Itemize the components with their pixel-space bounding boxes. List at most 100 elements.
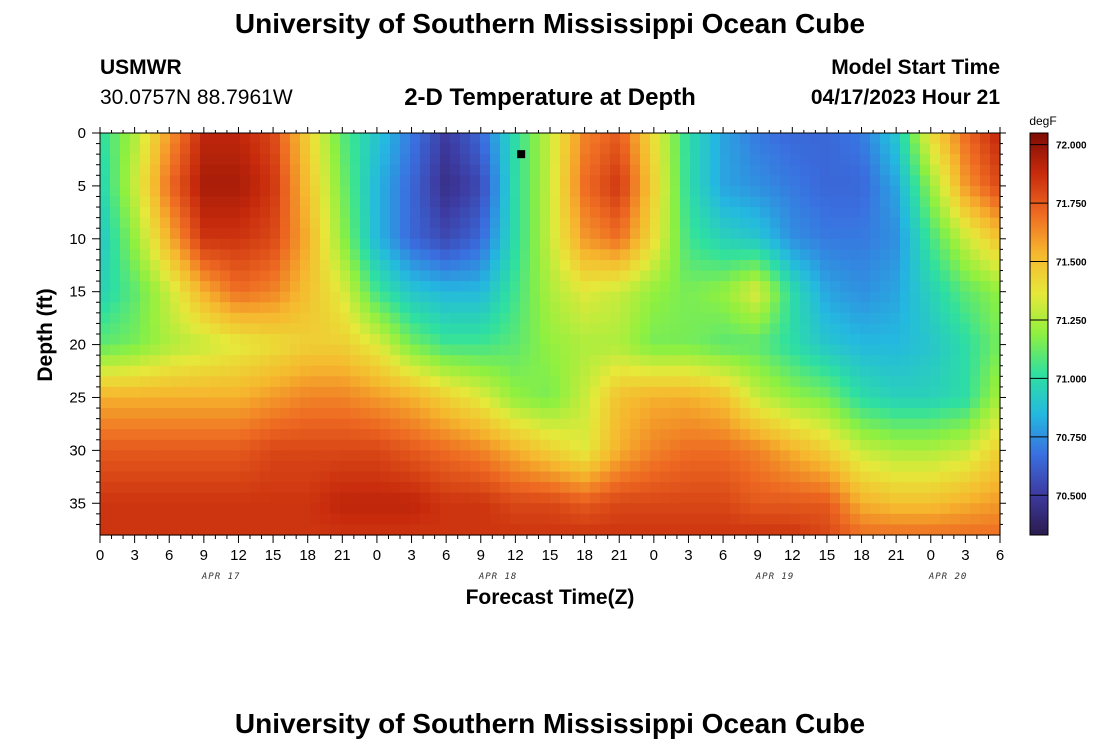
heatmap-cell [720, 513, 731, 526]
heatmap-cell [240, 376, 251, 388]
heatmap-cell [370, 355, 381, 367]
heatmap-cell [690, 429, 701, 441]
heatmap-cell [230, 503, 241, 515]
heatmap-cell [780, 376, 791, 388]
heatmap-cell [540, 154, 551, 166]
heatmap-cell [640, 323, 651, 335]
heatmap-cell [480, 323, 491, 335]
heatmap-cell [270, 460, 281, 473]
heatmap-cell [100, 355, 111, 367]
heatmap-cell [900, 228, 911, 240]
heatmap-cell [360, 281, 371, 293]
heatmap-cell [380, 450, 391, 462]
heatmap-cell [800, 376, 811, 388]
heatmap-cell [340, 302, 351, 314]
heatmap-cell [360, 217, 371, 229]
heatmap-cell [420, 323, 431, 335]
heatmap-cell [220, 133, 231, 145]
heatmap-cell [820, 386, 831, 399]
heatmap-cell [830, 291, 841, 303]
heatmap-cell [890, 238, 901, 250]
heatmap-cell [560, 429, 571, 441]
heatmap-cell [660, 376, 671, 388]
heatmap-cell [990, 270, 1001, 282]
x-tick-label: 21 [334, 547, 351, 564]
heatmap-cell [350, 281, 361, 293]
heatmap-cell [240, 408, 251, 420]
heatmap-cell [180, 460, 191, 473]
heatmap-cell [450, 281, 461, 293]
heatmap-cell [520, 513, 531, 526]
heatmap-cell [340, 249, 351, 261]
heatmap-cell [520, 164, 531, 176]
heatmap-cell [300, 460, 311, 473]
heatmap-cell [920, 312, 931, 325]
heatmap-cell [470, 133, 481, 145]
heatmap-cell [670, 270, 681, 282]
heatmap-cell [820, 143, 831, 155]
heatmap-cell [550, 259, 561, 272]
heatmap-cell [790, 386, 801, 399]
heatmap-cell [710, 355, 721, 367]
heatmap-cell [310, 154, 321, 166]
heatmap-cell [150, 217, 161, 229]
heatmap-cell [750, 344, 761, 356]
heatmap-cell [980, 503, 991, 515]
heatmap-cell [990, 429, 1001, 441]
heatmap-cell [690, 513, 701, 526]
heatmap-cell [100, 471, 111, 483]
heatmap-cell [390, 228, 401, 240]
heatmap-cell [440, 492, 451, 504]
heatmap-cell [740, 344, 751, 356]
heatmap-cell [670, 334, 681, 346]
heatmap-cell [310, 302, 321, 314]
heatmap-cell [870, 376, 881, 388]
heatmap-cell [620, 429, 631, 441]
heatmap-cell [470, 164, 481, 176]
heatmap-cell [160, 323, 171, 335]
heatmap-cell [920, 154, 931, 166]
heatmap-cell [850, 323, 861, 335]
heatmap-cell [380, 281, 391, 293]
heatmap-cell [540, 418, 551, 430]
heatmap-cell [810, 207, 821, 219]
heatmap-cell [490, 429, 501, 441]
heatmap-cell [210, 503, 221, 515]
heatmap-cell [840, 312, 851, 325]
heatmap-cell [480, 228, 491, 240]
heatmap-cell [670, 365, 681, 377]
heatmap-cell [870, 492, 881, 504]
x-tick-label: 6 [442, 547, 450, 564]
heatmap-cell [150, 259, 161, 272]
heatmap-cell [190, 238, 201, 250]
heatmap-cell [210, 513, 221, 526]
heatmap-cell [290, 302, 301, 314]
heatmap-cell [230, 196, 241, 208]
heatmap-cell [720, 460, 731, 473]
heatmap-cell [770, 143, 781, 155]
heatmap-cell [110, 418, 121, 430]
heatmap-cell [760, 418, 771, 430]
heatmap-cell [230, 492, 241, 504]
heatmap-cell [860, 460, 871, 473]
heatmap-cell [430, 228, 441, 240]
heatmap-cell [670, 503, 681, 515]
heatmap-cell [860, 281, 871, 293]
heatmap-cell [360, 503, 371, 515]
heatmap-cell [300, 228, 311, 240]
heatmap-cell [740, 270, 751, 282]
heatmap-cell [920, 365, 931, 377]
heatmap-cell [920, 217, 931, 229]
heatmap-cell [970, 365, 981, 377]
heatmap-cell [920, 291, 931, 303]
x-tick-label: 9 [477, 547, 485, 564]
heatmap-cell [920, 228, 931, 240]
heatmap-cell [320, 471, 331, 483]
heatmap-cell [300, 408, 311, 420]
heatmap-cell [980, 217, 991, 229]
heatmap-cell [950, 408, 961, 420]
heatmap-cell [770, 365, 781, 377]
heatmap-cell [450, 185, 461, 198]
heatmap-cell [550, 365, 561, 377]
heatmap-cell [120, 408, 131, 420]
